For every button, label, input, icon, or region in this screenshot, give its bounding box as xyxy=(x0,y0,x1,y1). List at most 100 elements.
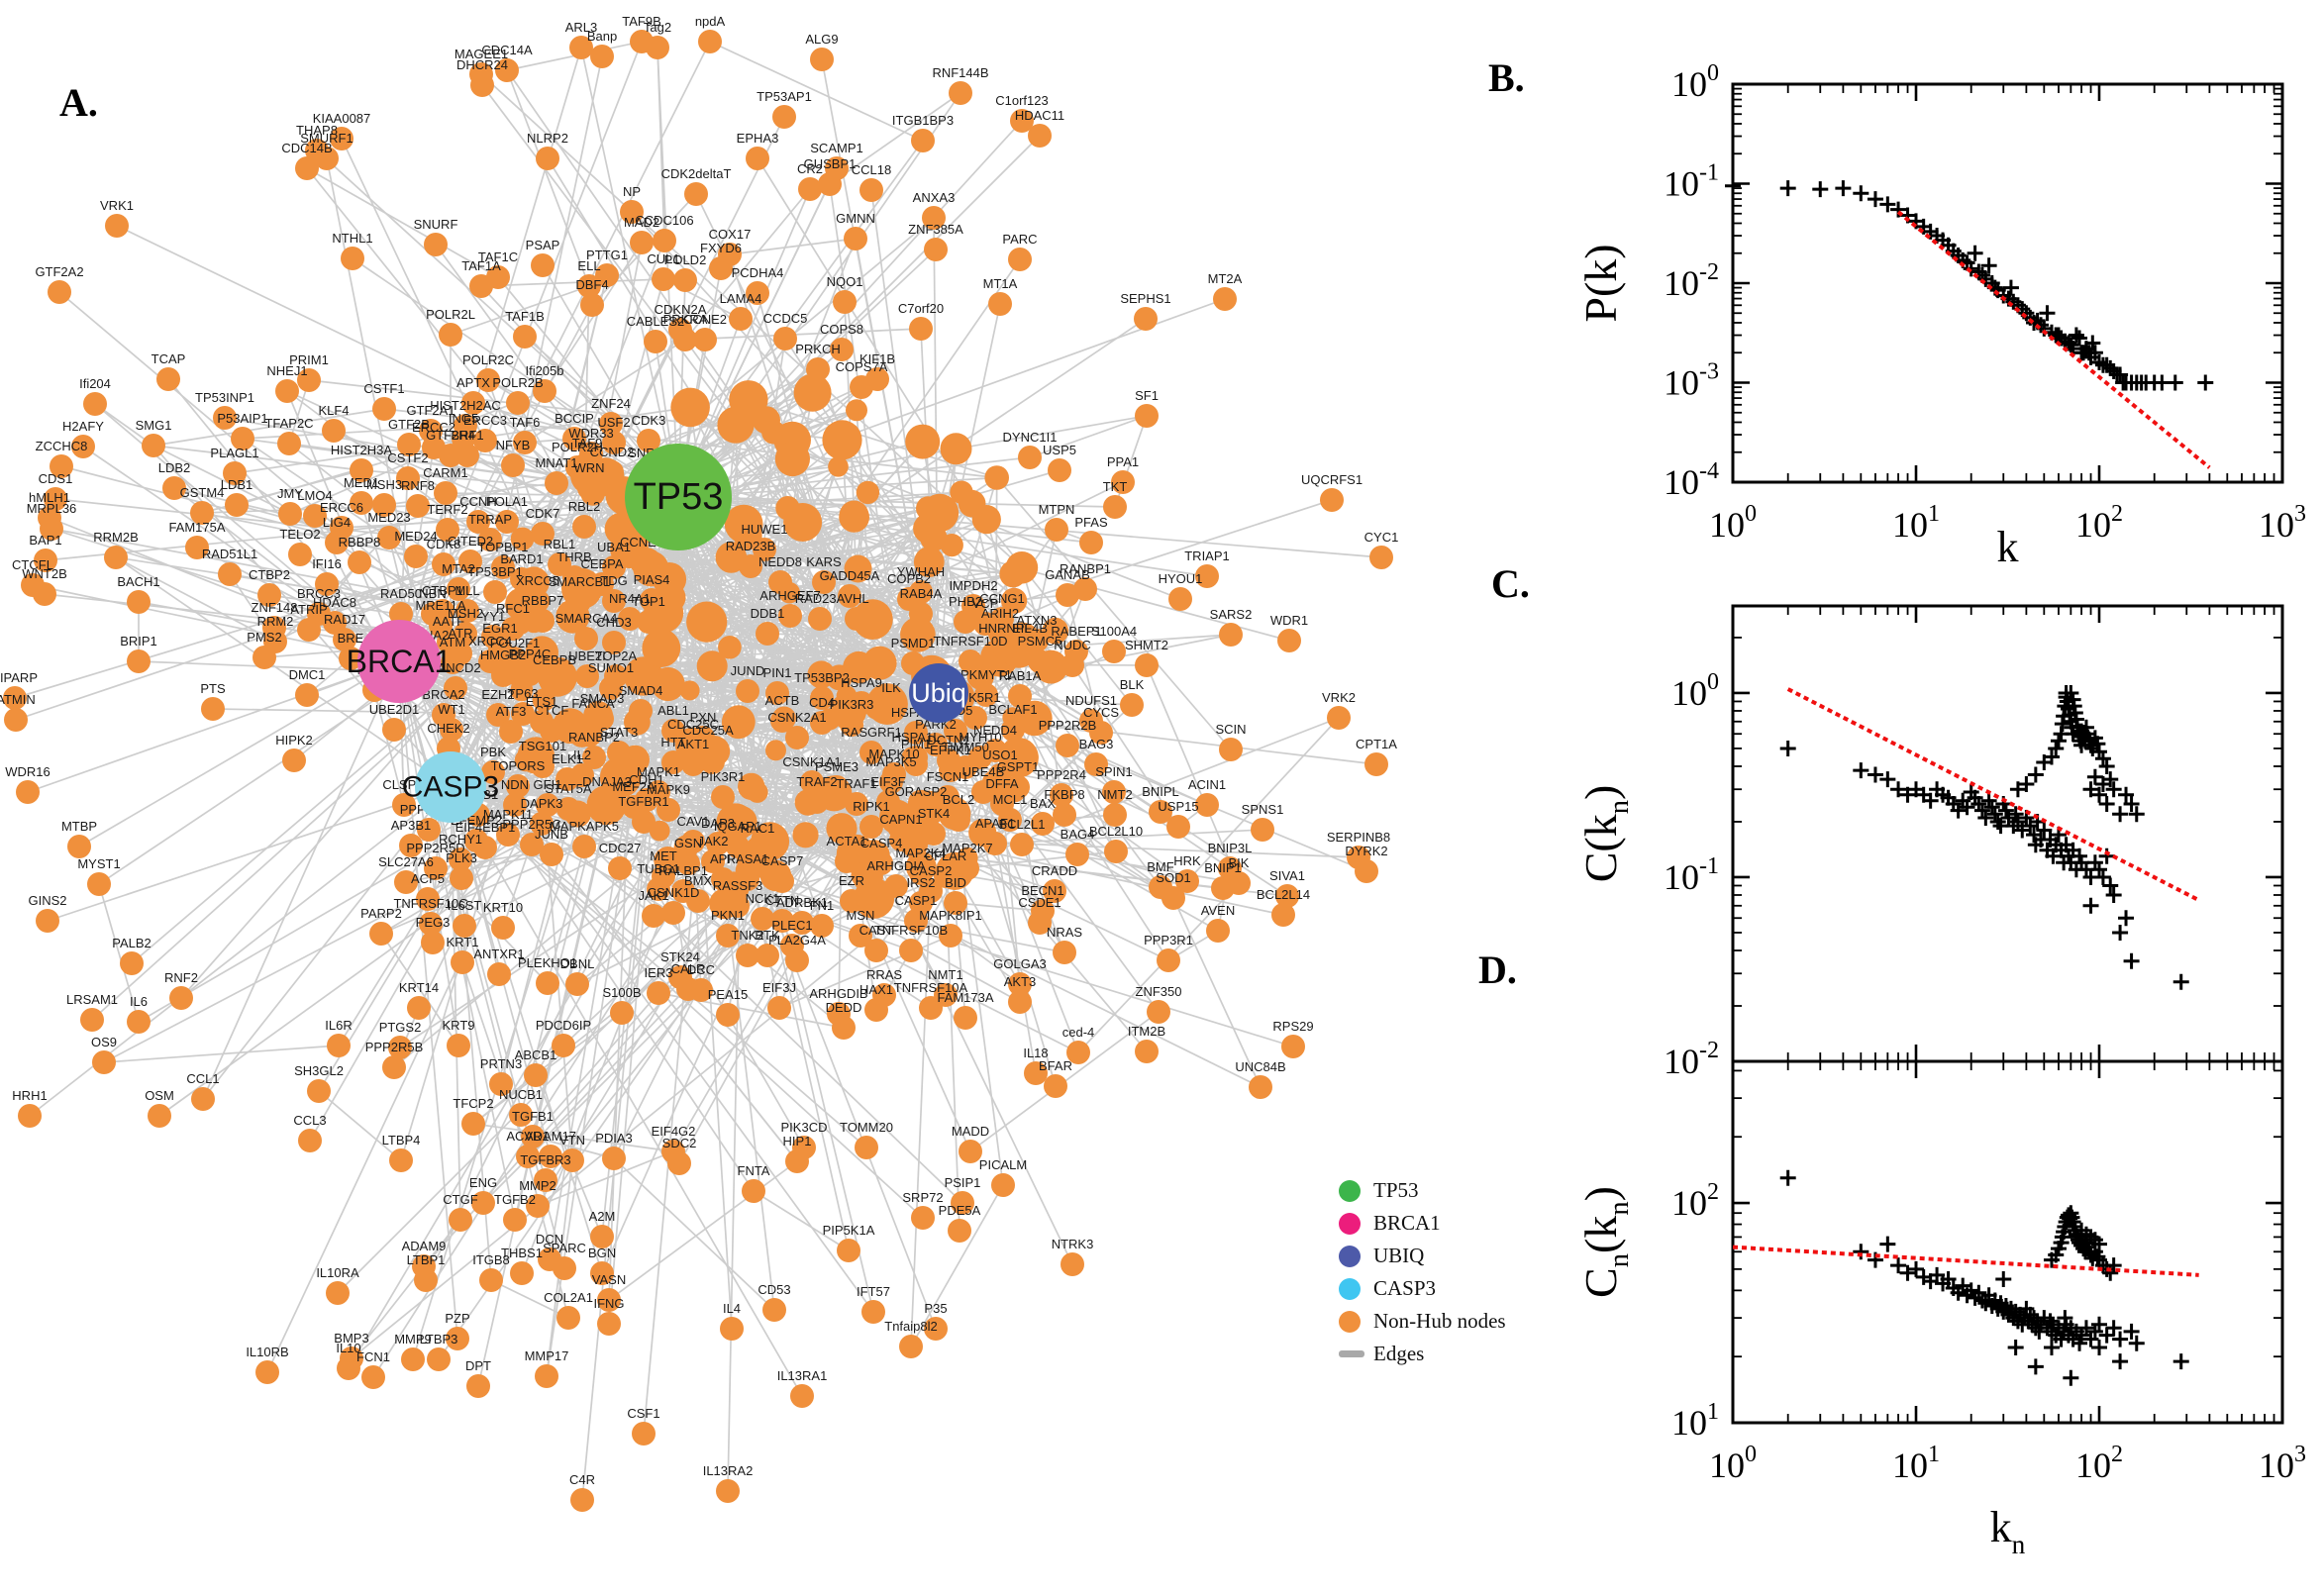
network-node-label: FXYD6 xyxy=(700,241,742,255)
network-node-label: JAK1 xyxy=(638,888,668,903)
legend-item-tp53: TP53 xyxy=(1339,1174,1506,1207)
network-node-label: EZH2 xyxy=(481,687,514,702)
network-node-label: THRB xyxy=(556,549,591,564)
network-node-label: IL13RA2 xyxy=(703,1463,754,1478)
network-node-label: PSMD1 xyxy=(891,636,936,650)
network-node-label: MNAT1 xyxy=(535,455,577,470)
network-node-label: RFC1 xyxy=(496,601,530,616)
network-node-label: TGFBR1 xyxy=(618,794,668,809)
network-node-label: LDB1 xyxy=(221,477,253,492)
network-node xyxy=(1211,876,1235,900)
network-node xyxy=(337,1356,360,1380)
network-node-label: FN1 xyxy=(810,898,835,913)
network-node-label: CAV1 xyxy=(677,814,710,829)
chart-ticks xyxy=(1731,606,2284,1063)
network-node xyxy=(861,1300,885,1324)
network-node xyxy=(909,602,933,626)
hub-label-brca1: BRCA1 xyxy=(347,644,453,679)
network-node xyxy=(610,1001,634,1025)
network-node xyxy=(521,1125,545,1148)
network-node xyxy=(404,545,428,568)
network-node-label: CYCS xyxy=(1083,705,1119,720)
network-node xyxy=(1001,587,1028,614)
network-node xyxy=(439,323,462,347)
network-node-label: PSAP xyxy=(526,238,560,252)
network-node-label: CASP2 xyxy=(910,863,953,878)
network-node-label: NLRP2 xyxy=(527,131,568,146)
network-node-label: S100B xyxy=(602,985,641,1000)
network-node xyxy=(326,1281,350,1305)
chart-frame xyxy=(1731,82,2284,484)
network-node xyxy=(762,1298,786,1322)
network-node-label: BAG3 xyxy=(1079,737,1114,751)
network-node xyxy=(790,911,814,935)
network-node-label: LTBP4 xyxy=(382,1133,421,1147)
network-node-label: ACIN1 xyxy=(1188,777,1226,792)
network-node-label: TFCP2 xyxy=(453,1096,493,1111)
network-node-label: NDUFS1 xyxy=(1065,693,1117,708)
network-node xyxy=(424,233,448,256)
network-node-label: PIM1 xyxy=(901,737,931,751)
network-node xyxy=(785,726,809,749)
svg-text:101: 101 xyxy=(1892,501,1940,545)
network-node xyxy=(1271,903,1295,927)
network-node xyxy=(503,793,527,817)
network-node-label: HIST2H2AC xyxy=(430,398,501,413)
network-node xyxy=(257,583,281,607)
network-node-label: DNAJA3 xyxy=(582,774,632,789)
network-node xyxy=(526,1194,550,1218)
network-node xyxy=(513,431,537,454)
network-node-label: BID xyxy=(945,875,966,890)
node-swatch-icon xyxy=(1339,1212,1361,1235)
network-node xyxy=(670,387,710,428)
network-node-label: CTBP2 xyxy=(249,567,290,582)
network-node xyxy=(1006,775,1030,799)
network-node xyxy=(756,622,779,646)
hub-label-casp3: CASP3 xyxy=(402,771,499,804)
network-node-label: UBE4B xyxy=(962,764,1005,779)
network-node-label: MAPK9 xyxy=(647,782,690,797)
network-node-label: GOLGA3 xyxy=(993,956,1046,971)
svg-text:Cn(kn): Cn(kn) xyxy=(1575,1186,1635,1298)
network-node-label: PZP xyxy=(445,1311,469,1326)
network-node-label: COL2A1 xyxy=(544,1290,593,1305)
network-node-label: CDC14A xyxy=(481,43,533,57)
network-node-label: IL10 xyxy=(336,1341,360,1355)
svg-text:100: 100 xyxy=(1709,501,1757,545)
network-node xyxy=(491,663,515,687)
network-node-label: GTF2B xyxy=(388,417,430,432)
network-node xyxy=(509,1103,533,1127)
network-node xyxy=(567,590,591,614)
node-swatch-icon xyxy=(1339,1277,1361,1300)
network-node xyxy=(1219,623,1243,647)
network-node-label: KRT10 xyxy=(483,900,523,915)
network-node-label: TAF1A xyxy=(461,258,501,273)
network-node-label: ADRBK1 xyxy=(776,895,828,910)
network-node-label: KIF1B xyxy=(859,351,895,366)
network-node xyxy=(644,330,667,353)
network-node-label: SCAMP1 xyxy=(810,141,862,155)
network-node-label: BAP1 xyxy=(29,533,61,548)
network-node-label: FANCA xyxy=(571,696,615,711)
network-node-label: SLC27A6 xyxy=(378,854,434,869)
network-node xyxy=(48,280,71,304)
network-node-label: DCC xyxy=(687,962,715,977)
network-node xyxy=(446,1327,469,1350)
network-node-label: CCNE2 xyxy=(683,312,727,327)
network-node xyxy=(765,740,786,761)
network-node-label: BIK xyxy=(1229,855,1250,870)
network-node-label: CDK3 xyxy=(632,413,666,428)
network-node-label: BMX xyxy=(684,873,713,888)
network-node xyxy=(330,516,354,540)
network-node xyxy=(455,599,479,623)
network-node-label: CASP7 xyxy=(761,853,804,868)
network-node-label: DEDD xyxy=(826,1000,862,1015)
network-node xyxy=(1084,752,1108,776)
network-node xyxy=(904,909,928,933)
network-node-label: SNURF xyxy=(414,217,458,232)
network-node xyxy=(516,1145,540,1168)
network-node-label: MSN xyxy=(847,908,875,923)
network-node xyxy=(513,325,537,349)
network-node-label: CD4 xyxy=(809,695,835,710)
network-node-label: PPP3R1 xyxy=(1144,933,1193,948)
